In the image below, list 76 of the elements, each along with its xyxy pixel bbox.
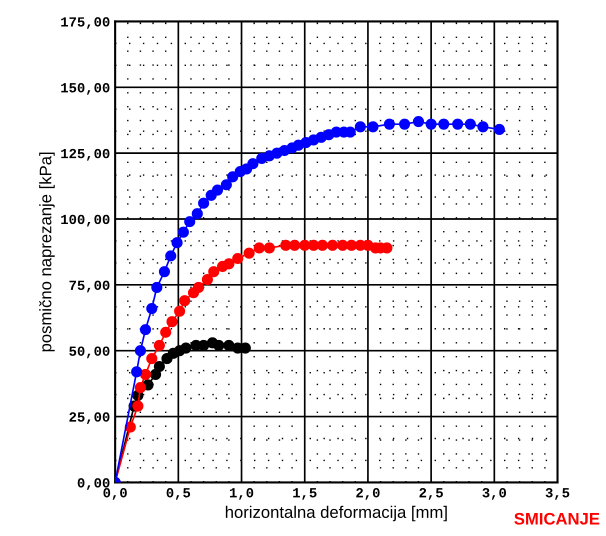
point: [178, 226, 189, 238]
point: [299, 240, 310, 251]
point: [154, 340, 165, 351]
x-tick-label: 3,0: [482, 488, 506, 500]
x-tick-label: 1,5: [293, 488, 317, 500]
point: [213, 340, 224, 351]
point: [179, 295, 190, 306]
point: [166, 316, 178, 328]
point: [151, 282, 162, 294]
point: [289, 240, 300, 251]
y-tick-label: 175,00: [61, 17, 110, 29]
point: [158, 266, 170, 278]
point: [494, 124, 505, 135]
point: [172, 237, 183, 248]
point: [247, 158, 258, 170]
point: [452, 118, 464, 130]
point: [354, 121, 366, 132]
point: [227, 171, 238, 182]
point: [131, 366, 142, 378]
point: [140, 368, 152, 380]
point: [174, 306, 186, 317]
x-tick-label: 0,5: [166, 488, 190, 500]
point: [232, 252, 244, 264]
y-axis-title: posmično naprezanje [kPa]: [39, 152, 55, 352]
point: [193, 282, 204, 294]
x-tick-label: 0,0: [103, 488, 127, 500]
point: [132, 400, 144, 412]
point: [280, 240, 292, 251]
point: [367, 121, 379, 132]
point: [308, 240, 320, 251]
point: [384, 118, 395, 130]
point: [223, 340, 234, 351]
y-tick-label: 100,00: [61, 214, 110, 226]
point: [192, 208, 203, 220]
point: [346, 240, 358, 251]
point: [208, 266, 220, 278]
x-tick-label: 1,0: [230, 488, 254, 500]
point: [140, 324, 152, 336]
y-tick-label: 150,00: [61, 83, 110, 95]
x-tick-label: 2,5: [419, 488, 443, 500]
point: [180, 342, 192, 354]
point: [212, 184, 224, 196]
point: [198, 340, 210, 351]
point: [220, 179, 232, 190]
point: [264, 242, 275, 254]
point: [202, 274, 213, 286]
y-tick-label: 75,00: [69, 280, 110, 292]
text: SMICANJE: [514, 512, 600, 525]
point: [146, 302, 158, 314]
point: [154, 360, 165, 372]
point: [254, 242, 265, 254]
point: [184, 216, 196, 228]
point: [146, 353, 158, 364]
point: [464, 118, 476, 130]
y-tick-label: 25,00: [69, 412, 110, 424]
point: [438, 118, 450, 130]
point: [412, 116, 424, 128]
y-tick-label: 125,00: [61, 148, 110, 161]
x-axis-title: horizontalna deformacija [mm]: [226, 506, 447, 522]
y-tick-label: 0,00: [78, 478, 110, 490]
point: [316, 240, 328, 251]
point: [477, 121, 489, 132]
point: [244, 248, 255, 259]
point: [326, 240, 338, 251]
point: [198, 198, 210, 209]
x-tick-label: 2,0: [356, 488, 380, 500]
point: [134, 382, 146, 394]
point: [223, 258, 234, 270]
point: [337, 240, 348, 251]
point: [399, 118, 410, 130]
point: [426, 118, 437, 130]
point: [134, 345, 146, 356]
y-tick-label: 50,00: [69, 346, 110, 358]
point: [160, 326, 172, 338]
x-tick-label: 3,5: [546, 488, 570, 500]
point: [165, 250, 176, 262]
